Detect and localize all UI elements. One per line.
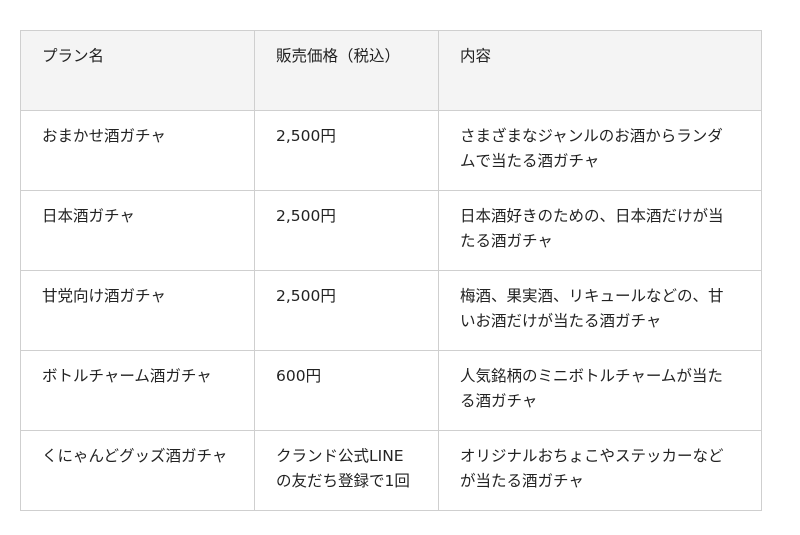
table-row: ボトルチャーム酒ガチャ 600円 人気銘柄のミニボトルチャームが当たる酒ガチャ [20, 350, 762, 431]
content-cell: さまざまなジャンルのお酒からランダムで当たる酒ガチャ [438, 110, 762, 191]
price: クランド公式LINEの友だち登録で1回 [276, 447, 410, 490]
content-cell: 梅酒、果実酒、リキュールなどの、甘いお酒だけが当たる酒ガチャ [438, 270, 762, 351]
plan-name-cell: くにゃんどグッズ酒ガチャ [20, 430, 255, 511]
content-text: 梅酒、果実酒、リキュールなどの、甘いお酒だけが当たる酒ガチャ [460, 287, 724, 330]
price: 2,500円 [276, 207, 336, 225]
table-row: おまかせ酒ガチャ 2,500円 さまざまなジャンルのお酒からランダムで当たる酒ガチャ [20, 110, 762, 191]
plan-table: プラン名 販売価格（税込） 内容 おまかせ酒ガチャ 2,500円 さまざまなジャンル… [20, 30, 762, 511]
content-cell: 日本酒好きのための、日本酒だけが当たる酒ガチャ [438, 190, 762, 271]
plan-name-cell: おまかせ酒ガチャ [20, 110, 255, 191]
price-cell: 2,500円 [254, 270, 439, 351]
price-cell: 600円 [254, 350, 439, 431]
price: 2,500円 [276, 287, 336, 305]
plan-name: おまかせ酒ガチャ [42, 127, 166, 145]
content-text: オリジナルおちょこやステッカーなどが当たる酒ガチャ [460, 447, 724, 490]
plan-name: 甘党向け酒ガチャ [42, 287, 166, 305]
price-cell: 2,500円 [254, 110, 439, 191]
plan-name-cell: ボトルチャーム酒ガチャ [20, 350, 255, 431]
plan-name: くにゃんどグッズ酒ガチャ [42, 447, 228, 465]
content-cell: 人気銘柄のミニボトルチャームが当たる酒ガチャ [438, 350, 762, 431]
price-cell: クランド公式LINEの友だち登録で1回 [254, 430, 439, 511]
table-header-row: プラン名 販売価格（税込） 内容 [20, 30, 762, 111]
price: 600円 [276, 367, 322, 385]
plan-name: 日本酒ガチャ [42, 207, 135, 225]
plan-name: ボトルチャーム酒ガチャ [42, 367, 212, 385]
table-row: 日本酒ガチャ 2,500円 日本酒好きのための、日本酒だけが当たる酒ガチャ [20, 190, 762, 271]
price: 2,500円 [276, 127, 336, 145]
plan-name-cell: 日本酒ガチャ [20, 190, 255, 271]
content-text: 日本酒好きのための、日本酒だけが当たる酒ガチャ [460, 207, 724, 250]
table-row: 甘党向け酒ガチャ 2,500円 梅酒、果実酒、リキュールなどの、甘いお酒だけが当たる… [20, 270, 762, 351]
content-text: さまざまなジャンルのお酒からランダムで当たる酒ガチャ [460, 127, 723, 170]
content-text: 人気銘柄のミニボトルチャームが当たる酒ガチャ [460, 367, 723, 410]
header-content: 内容 [438, 30, 762, 111]
header-price: 販売価格（税込） [254, 30, 439, 111]
table-row: くにゃんどグッズ酒ガチャ クランド公式LINEの友だち登録で1回 オリジナルおちょこ… [20, 430, 762, 511]
price-cell: 2,500円 [254, 190, 439, 271]
header-plan-name: プラン名 [20, 30, 255, 111]
plan-name-cell: 甘党向け酒ガチャ [20, 270, 255, 351]
content-cell: オリジナルおちょこやステッカーなどが当たる酒ガチャ [438, 430, 762, 511]
